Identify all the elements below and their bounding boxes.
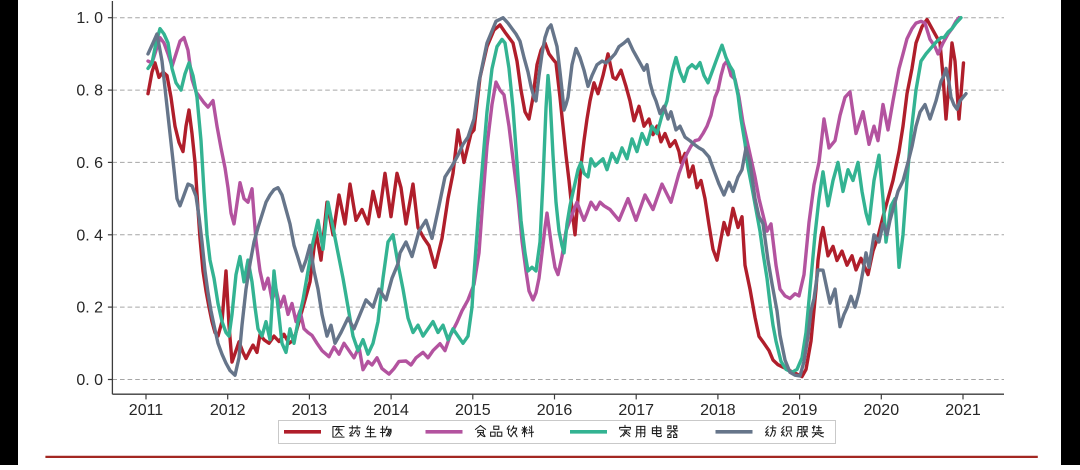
svg-text:1. 0: 1. 0: [76, 10, 103, 27]
svg-text:0. 4: 0. 4: [76, 227, 103, 244]
svg-text:2016: 2016: [537, 402, 573, 419]
svg-text:2011: 2011: [129, 402, 164, 419]
svg-text:2020: 2020: [864, 402, 900, 419]
svg-text:2021: 2021: [945, 402, 981, 419]
svg-text:2017: 2017: [618, 402, 654, 419]
svg-text:2013: 2013: [292, 402, 328, 419]
svg-text:0. 6: 0. 6: [76, 155, 103, 172]
svg-text:0. 2: 0. 2: [76, 300, 103, 317]
svg-text:0. 8: 0. 8: [76, 83, 103, 100]
svg-text:2012: 2012: [210, 402, 246, 419]
svg-text:2019: 2019: [782, 402, 818, 419]
svg-text:2018: 2018: [700, 402, 736, 419]
svg-text:2014: 2014: [373, 402, 409, 419]
svg-text:2015: 2015: [455, 402, 491, 419]
svg-text:0. 0: 0. 0: [76, 372, 103, 389]
